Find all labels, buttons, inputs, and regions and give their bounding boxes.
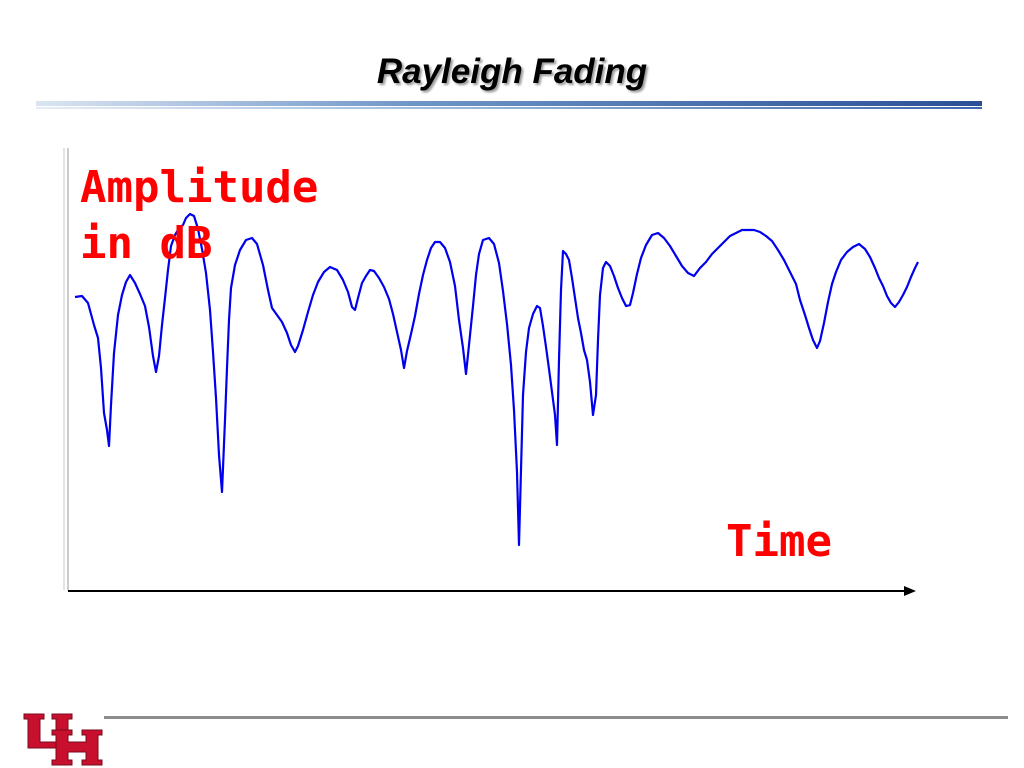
uh-logo xyxy=(23,713,103,766)
title-divider xyxy=(36,101,982,106)
time-axis-arrowhead xyxy=(904,586,916,596)
slide-title: Rayleigh Fading xyxy=(376,52,648,91)
y-axis-label-line2: in dB xyxy=(80,218,212,269)
footer-divider xyxy=(104,716,1008,719)
x-axis-label: Time xyxy=(726,516,832,567)
fading-signal-trace xyxy=(74,212,919,547)
rayleigh-fading-figure: Amplitude in dB Time xyxy=(63,148,919,596)
uh-logo-h xyxy=(51,729,103,766)
y-axis-label-line1: Amplitude xyxy=(80,162,318,213)
title-divider-secondary xyxy=(36,107,982,109)
